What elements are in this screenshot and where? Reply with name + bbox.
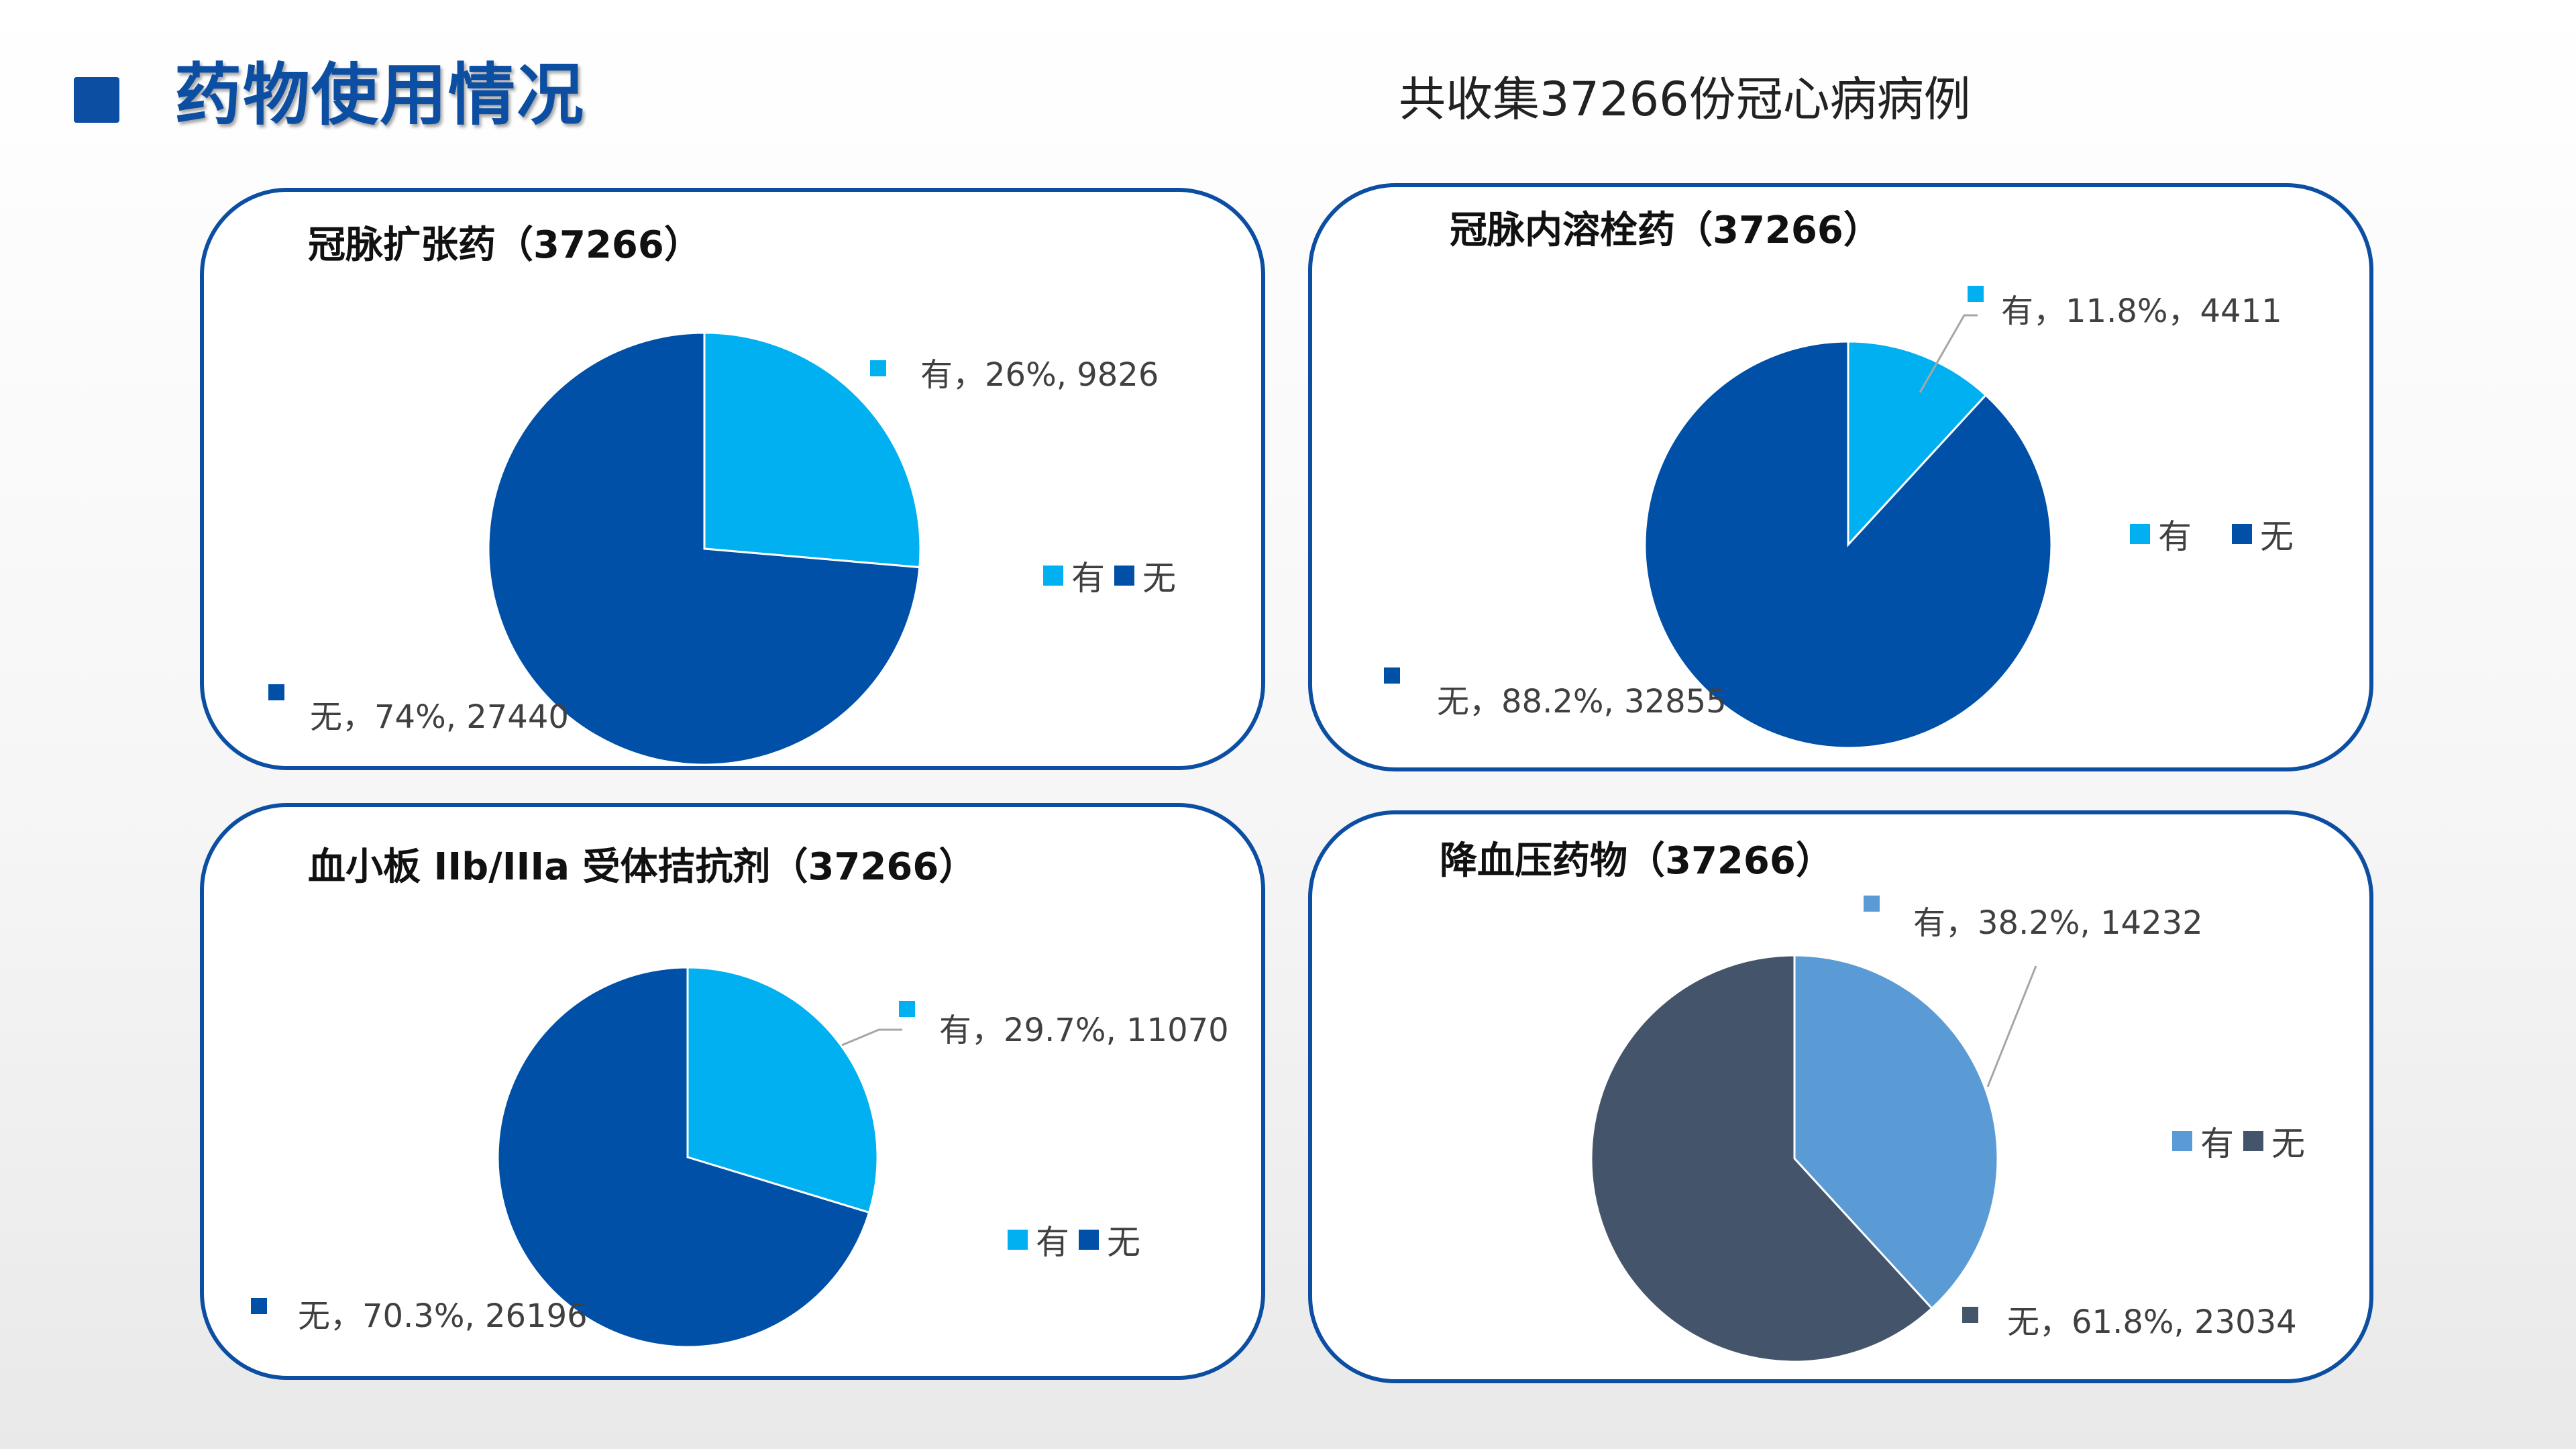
chart-legend: 有无 (1043, 551, 1176, 600)
subtitle: 共收集37266份冠心病病例 (1399, 72, 1971, 127)
title-square-icon (74, 77, 119, 123)
data-label: 有，11.8%，4411 (2001, 292, 2282, 330)
pie-slice-no (1590, 954, 1933, 1363)
legend-swatch (1008, 1230, 1028, 1250)
legend-label: 无 (2271, 1124, 2305, 1163)
legend-label: 无 (2260, 517, 2294, 556)
chart-title: 血小板 IIb/IIIa 受体拮抗剂（37266） (308, 845, 977, 889)
leader-line (1986, 965, 2037, 1087)
data-label: 有，38.2%, 14232 (1913, 904, 2203, 942)
pie-slice-yes (686, 966, 879, 1214)
pie-slice-no (1644, 340, 2053, 749)
data-label-marker (1864, 896, 1880, 912)
legend-item: 无 (2232, 510, 2294, 558)
legend-swatch (1043, 566, 1063, 586)
pie-slice-yes (1793, 954, 1999, 1310)
legend-swatch (2172, 1131, 2192, 1151)
data-label-marker (251, 1298, 267, 1314)
chart-legend: 有无 (1008, 1216, 1140, 1264)
legend-label: 有 (2158, 517, 2192, 556)
data-label: 有，26%, 9826 (920, 356, 1159, 394)
pie-slice-no (487, 331, 921, 766)
data-label: 无，74%, 27440 (310, 698, 569, 736)
chart-legend: 有无 (2172, 1117, 2305, 1165)
pie-slice-no (496, 966, 871, 1348)
legend-label: 有 (2200, 1124, 2234, 1163)
data-label: 无，88.2%, 32855 (1437, 683, 1727, 720)
legend-swatch (2130, 524, 2150, 544)
leader-line (841, 1028, 902, 1046)
chart-legend: 有无 (2130, 510, 2294, 558)
legend-swatch (2243, 1131, 2263, 1151)
chart-title: 冠脉扩张药（37266） (308, 223, 702, 267)
data-label: 无，70.3%, 26196 (298, 1297, 588, 1335)
data-label-marker (870, 360, 886, 376)
pie-slice-yes (703, 331, 922, 569)
legend-item: 无 (2243, 1117, 2305, 1165)
legend-swatch (1114, 566, 1134, 586)
chart-title: 冠脉内溶栓药（37266） (1450, 209, 1881, 252)
leader-line (1919, 314, 1978, 393)
legend-item: 有 (2130, 510, 2192, 558)
data-label: 无，61.8%, 23034 (2007, 1303, 2297, 1341)
legend-label: 无 (1142, 559, 1176, 598)
data-label-marker (1962, 1307, 1978, 1323)
pie-slice-yes (1847, 340, 1988, 547)
legend-swatch (1079, 1230, 1099, 1250)
legend-label: 有 (1071, 559, 1105, 598)
legend-label: 有 (1036, 1223, 1069, 1262)
legend-swatch (2232, 524, 2252, 544)
legend-item: 无 (1114, 551, 1176, 600)
data-label-marker (1968, 286, 1984, 302)
data-label-marker (268, 684, 284, 700)
legend-item: 无 (1079, 1216, 1140, 1264)
legend-item: 有 (2172, 1117, 2234, 1165)
legend-item: 有 (1043, 551, 1105, 600)
legend-label: 无 (1107, 1223, 1140, 1262)
data-label: 有，29.7%, 11070 (939, 1012, 1229, 1049)
legend-item: 有 (1008, 1216, 1069, 1264)
page-title: 药物使用情况 (174, 56, 585, 134)
chart-title: 降血压药物（37266） (1440, 839, 1833, 883)
data-label-marker (1384, 667, 1400, 684)
data-label-marker (899, 1001, 915, 1017)
